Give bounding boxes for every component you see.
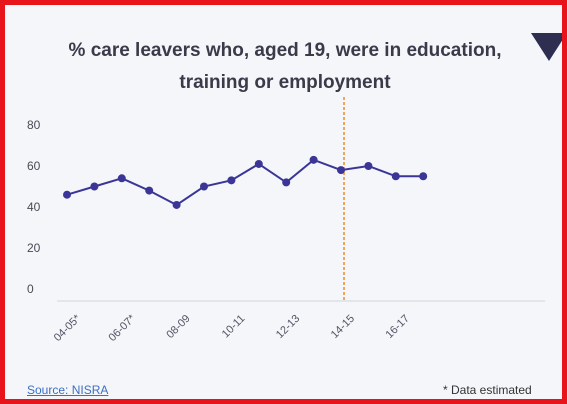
y-tick-label: 60 — [27, 159, 41, 173]
data-point[interactable] — [337, 166, 345, 175]
y-tick-label: 0 — [27, 282, 34, 296]
y-tick-label: 40 — [27, 200, 41, 214]
x-tick-label: 10-11 — [220, 313, 248, 341]
data-point[interactable] — [391, 172, 400, 181]
series-line — [66, 158, 424, 207]
data-point[interactable] — [90, 182, 99, 191]
data-point[interactable] — [419, 172, 428, 181]
data-point[interactable] — [145, 186, 154, 195]
x-tick-label: 14-15 — [329, 313, 357, 341]
triangle-marker-icon[interactable] — [531, 33, 562, 61]
chart-title: % care leavers who, aged 19, were in edu… — [68, 40, 502, 93]
source-link[interactable]: Source: NISRA — [27, 383, 109, 397]
data-point[interactable] — [282, 178, 291, 187]
data-point[interactable] — [309, 155, 318, 164]
x-tick-label: 16-17 — [384, 313, 412, 341]
x-tick-label: 06-07* — [107, 312, 139, 344]
data-point[interactable] — [364, 162, 373, 170]
footnote: * Data estimated — [443, 383, 532, 397]
data-point[interactable] — [172, 200, 181, 209]
data-point[interactable] — [200, 182, 208, 191]
x-tick-label: 04-05* — [52, 312, 84, 344]
x-tick-label: 08-09 — [164, 313, 192, 341]
data-point[interactable] — [117, 174, 126, 183]
y-tick-label: 80 — [27, 118, 41, 132]
y-tick-label: 20 — [27, 241, 41, 255]
x-tick-label: 12-13 — [274, 313, 302, 341]
data-point[interactable] — [254, 159, 263, 168]
line-chart: 0 20 40 60 80 04-05* 06-07* 08-09 10-11 12-13 14-… — [27, 97, 545, 344]
data-point[interactable] — [63, 190, 71, 199]
data-point[interactable] — [227, 176, 236, 185]
